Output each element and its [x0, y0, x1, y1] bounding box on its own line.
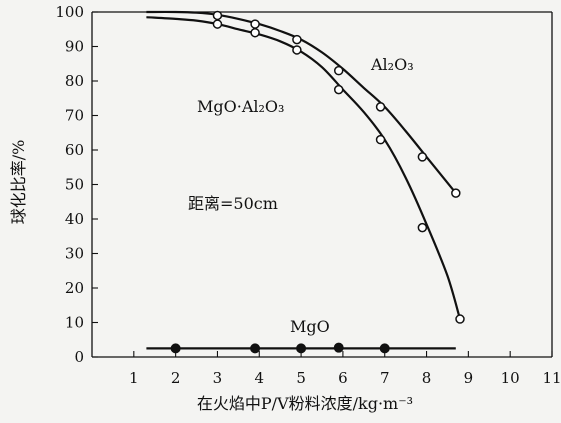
y-tick-label: 10: [65, 314, 84, 332]
data-point-1-2: [292, 45, 302, 55]
y-tick-label: 40: [65, 210, 84, 228]
x-tick-label: 2: [171, 369, 181, 387]
x-tick-label: 9: [464, 369, 474, 387]
y-tick-label: 70: [65, 107, 84, 125]
data-point-0-1: [250, 19, 260, 29]
data-point-0-0: [212, 10, 223, 21]
data-point-0-2: [292, 34, 302, 45]
data-point-0-5: [417, 152, 428, 162]
y-tick-label: 20: [65, 279, 84, 297]
x-tick-label: 4: [254, 369, 264, 387]
x-ticks: 1 2 3 4 5 6 7 8 9 10 11: [129, 351, 561, 387]
data-point-2-0: [170, 343, 181, 354]
y-tick-label: 100: [55, 3, 84, 21]
data-point-1-5: [417, 222, 428, 233]
series-line-0: [146, 10, 457, 194]
x-tick-label: 6: [338, 369, 348, 387]
series-points: [170, 10, 465, 354]
y-tick-label: 60: [65, 141, 84, 159]
data-point-0-6: [451, 188, 461, 198]
series-label-mgo-al2o3: MgO·Al₂O₃: [197, 97, 284, 116]
data-point-2-3: [333, 342, 344, 353]
x-tick-label: 8: [422, 369, 432, 387]
data-point-1-0: [212, 19, 223, 29]
y-axis-label: 球化比率/%: [9, 140, 28, 225]
data-point-1-1: [250, 27, 260, 38]
y-tick-label: 0: [74, 348, 84, 366]
x-tick-label: 7: [380, 369, 390, 387]
data-point-2-2: [296, 343, 307, 354]
series-label-mgo: MgO: [290, 317, 330, 336]
data-point-1-3: [333, 84, 344, 95]
data-point-0-3: [333, 65, 344, 76]
x-tick-label: 10: [501, 369, 520, 387]
data-point-2-1: [250, 343, 261, 354]
x-tick-label: 3: [213, 369, 223, 387]
series-label-al2o3: Al₂O₃: [370, 55, 414, 74]
y-ticks: 0 10 20 30 40 50 60 70 80 90 100: [55, 3, 98, 366]
x-tick-label: 11: [542, 369, 561, 387]
y-tick-label: 90: [65, 38, 84, 56]
x-tick-label: 5: [296, 369, 306, 387]
distance-annotation: 距离=50cm: [188, 194, 278, 213]
x-tick-label: 1: [129, 369, 139, 387]
data-point-0-4: [375, 102, 386, 112]
data-point-1-4: [375, 134, 386, 145]
y-tick-label: 50: [65, 176, 84, 194]
data-point-2-4: [379, 343, 390, 354]
x-axis-label: 在火焰中P/V粉料浓度/kg·m⁻³: [197, 394, 413, 413]
y-tick-label: 30: [65, 245, 84, 263]
series-line-1: [146, 16, 462, 320]
data-point-1-6: [455, 314, 465, 324]
y-tick-label: 80: [65, 72, 84, 90]
